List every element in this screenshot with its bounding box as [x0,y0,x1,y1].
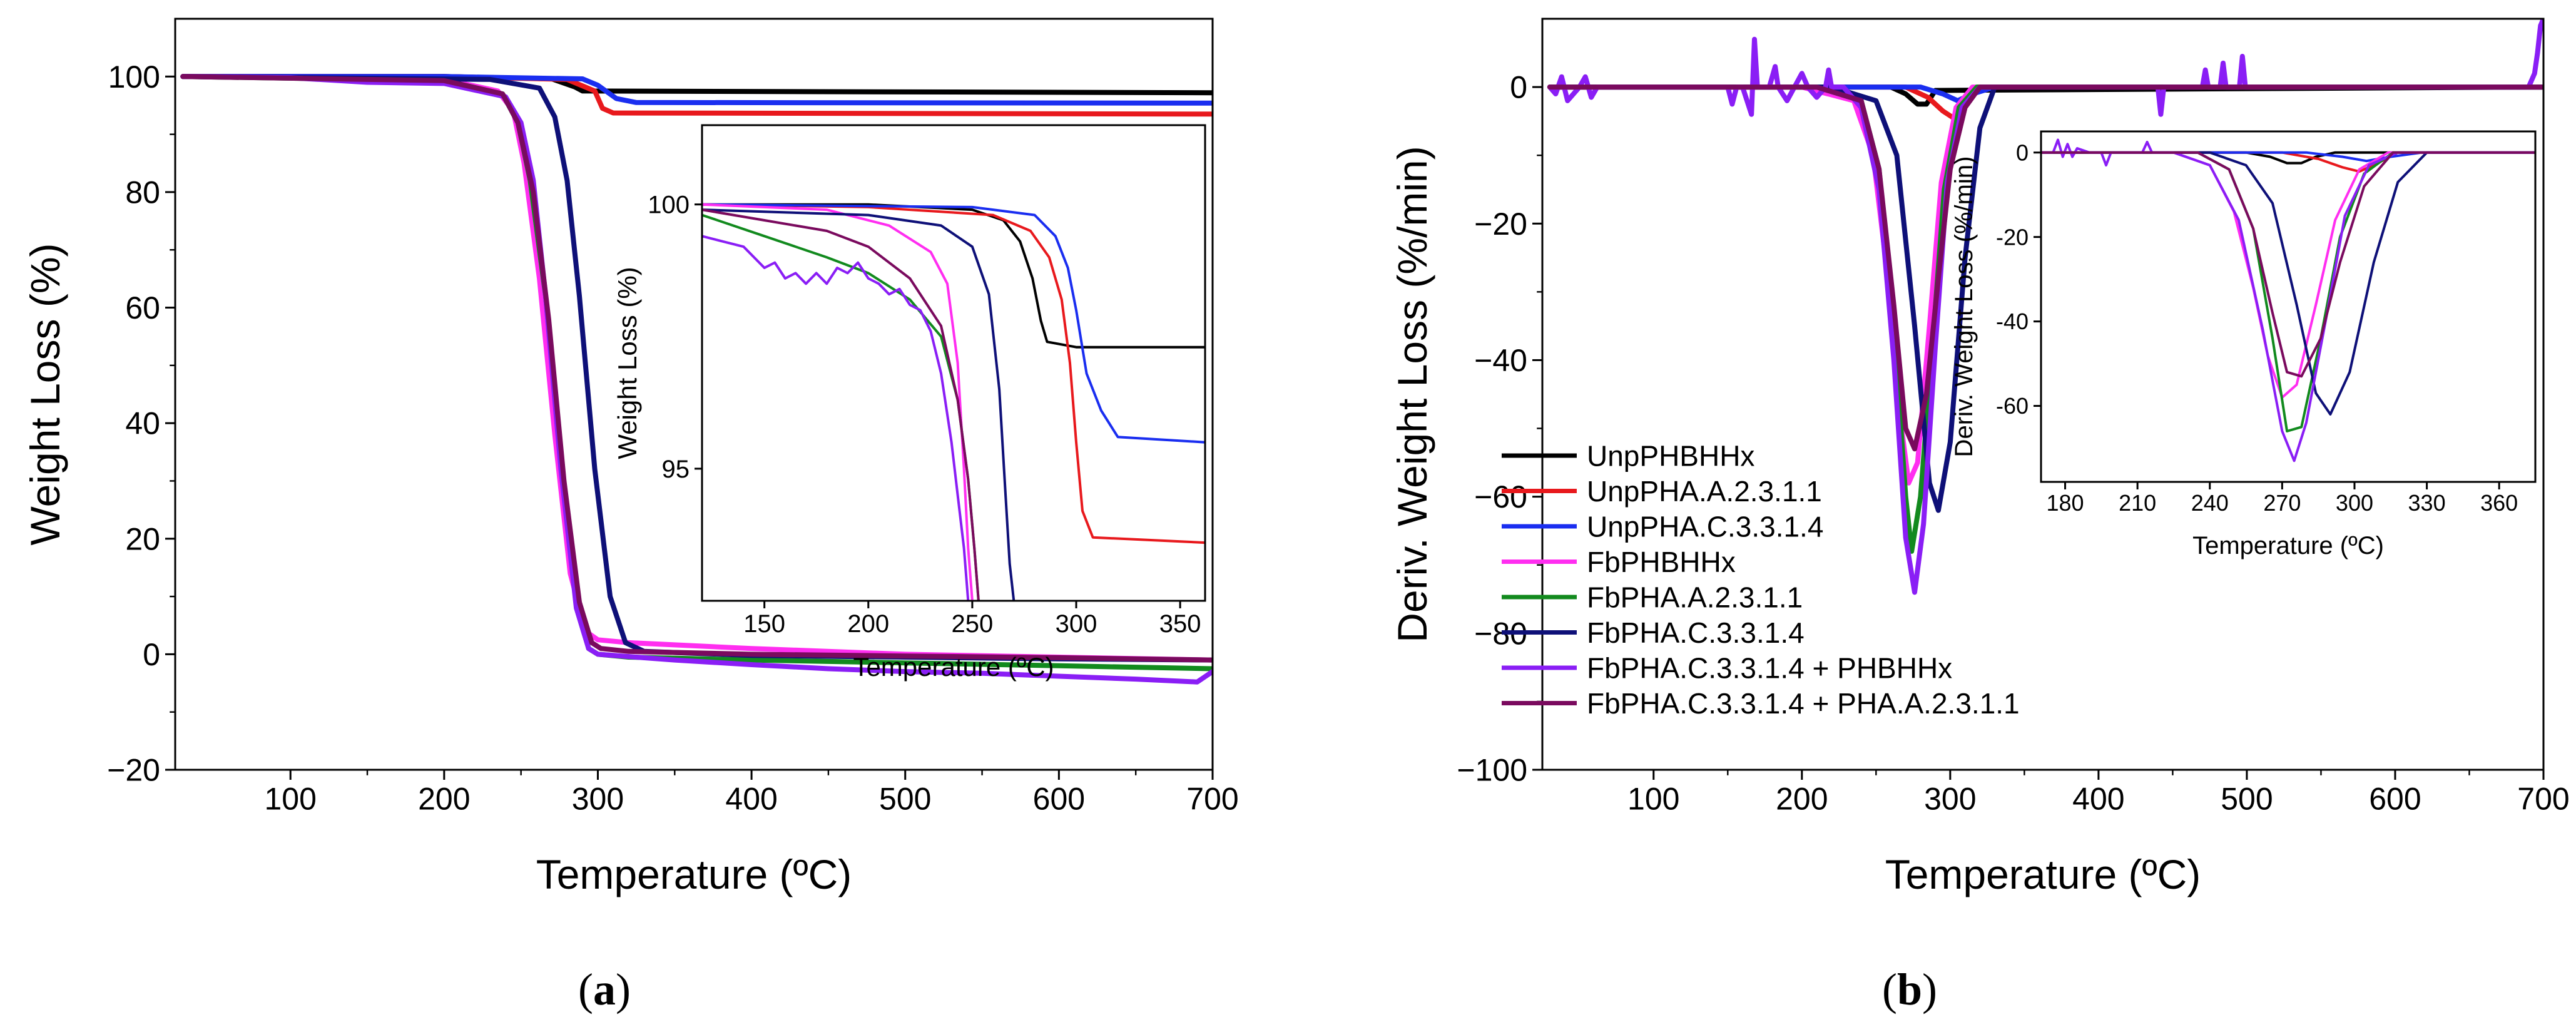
legend-label-6: FbPHA.C.3.3.1.4 + PHBHHx [1587,652,1952,685]
chart-b-main-series-group [1547,19,2543,595]
chart-b-main-x-tick-label: 400 [2072,782,2124,817]
chart-a-inset-y-axis-label: Weight Loss (%) [613,267,642,459]
legend-label-1: UnpPHA.A.2.3.1.1 [1587,475,1822,508]
chart-b-main-x-tick-label: 200 [1776,782,1828,817]
chart-b-inset-series-group [2041,138,2535,462]
chart-b-inset-plot: 180 210 240 270 300 330 360 -60 -40 -20 0 Temperatu… [1950,130,2537,559]
chart-a-inset-x-tick-label: 200 [847,610,889,638]
chart-b-inset-background [2041,131,2535,482]
panel-b-dtg-chart: 100 200 300 400 500 600 700−100−80−60−40−200Te… [1389,18,2570,897]
chart-b-inset-x-axis-label: Temperature (ºC) [2192,532,2384,559]
chart-a-main-series-line-7 [180,74,1213,663]
chart-a-main-x-tick-label: 600 [1033,782,1085,817]
chart-a-main-series-group [180,74,1213,685]
chart-a-inset-series-line-1 [702,203,1205,544]
chart-a-inset-y-tick-label: 100 [648,192,690,219]
chart-a-inset-x-tick-label: 350 [1159,610,1201,638]
chart-b-inset-series-line-7 [2041,151,2535,378]
chart-a-inset-series-line-6 [702,235,970,601]
chart-a-main-x-tick-label: 700 [1186,782,1238,817]
chart-a-main-x-tick-label: 100 [265,782,317,817]
chart-a-main-y-tick-label: 40 [125,406,160,441]
chart-b-inset-axes-frame [2040,130,2537,483]
chart-a-inset-background [702,125,1205,601]
chart-b-inset-x-tick-label: 360 [2480,490,2518,516]
chart-a-main-y-tick-label: 0 [143,637,160,672]
chart-a-main-x-tick-label: 300 [572,782,624,817]
chart-a-main-y-tick-label: 100 [108,59,160,95]
chart-b-inset-y-tick-label: -40 [1996,309,2029,334]
chart-b-main-axes-frame [1541,18,2545,771]
chart-b-main-x-axis-label: Temperature (ºC) [1885,851,2201,897]
chart-b-inset-x-tick-label: 270 [2263,490,2301,516]
chart-a-main-plot: 100 200 300 400 500 600 700 −20 0 20 40 60 80 100 Temp… [22,18,1239,897]
chart-b-main-plot: 100 200 300 400 500 600 700−100−80−60−40−200Te… [1389,18,2570,897]
chart-a-inset-x-tick-label: 300 [1056,610,1097,638]
legend-label-4: FbPHA.A.2.3.1.1 [1587,581,1803,614]
chart-b-inset-x-tick-label: 240 [2191,490,2229,516]
chart-a-main-y-tick-label: 20 [125,521,160,556]
chart-b-inset-y-axis-label: Deriv. Weight Loss (%/min) [1950,156,1978,457]
chart-b-inset-x-tick-label: 330 [2408,490,2446,516]
legend-label-3: FbPHBHHx [1587,546,1736,578]
chart-b-main-y-tick-label: −100 [1457,753,1527,788]
chart-a-main-x-tick-label: 400 [725,782,777,817]
chart-a-main-x-tick-label: 500 [879,782,931,817]
chart-a-inset-x-tick-label: 250 [952,610,994,638]
chart-b-main-y-axis-label: Deriv. Weight Loss (%/min) [1389,146,1435,642]
chart-a-main-axes-frame [174,18,1214,771]
chart-a-inset-series-line-5 [702,208,1016,601]
chart-b-main-x-tick-label: 100 [1627,782,1679,817]
chart-b-inset-y-tick-label: -20 [1996,224,2029,250]
caption-b: (b) [1882,964,1937,1014]
chart-a-main-y-tick-label: 80 [125,175,160,210]
chart-a-inset-series-line-7 [702,208,980,601]
legend-label-7: FbPHA.C.3.3.1.4 + PHA.A.2.3.1.1 [1587,687,2020,720]
chart-b-main-y-tick-label: −20 [1474,207,1527,242]
chart-a-main-x-tick-label: 200 [418,782,470,817]
chart-a-main-y-tick-label: 60 [125,290,160,325]
chart-a-inset-series-group [702,203,1205,601]
chart-a-inset-plot: 150 200 250 300 350 95 100 Temperature (ºC) Weig… [613,124,1206,682]
chart-b-main-y-tick-label: −40 [1474,343,1527,378]
panel-a-tga-chart: 100 200 300 400 500 600 700 −20 0 20 40 60 80 100 Temp… [22,18,1239,897]
legend-label-0: UnpPHBHHx [1587,440,1754,473]
chart-a-inset-y-tick-label: 95 [662,456,690,483]
chart-a-inset-x-axis-label: Temperature (ºC) [853,652,1054,682]
chart-b-main-series-line-5 [1547,84,2543,513]
chart-b-inset-series-line-6 [2041,138,2535,462]
chart-a-main-x-axis-label: Temperature (ºC) [536,851,852,897]
chart-a-inset-series-line-2 [702,203,1205,444]
chart-b-main-y-tick-label: 0 [1510,70,1527,105]
chart-a-main-series-line-6 [180,74,1213,685]
chart-b-inset-x-tick-label: 210 [2119,490,2156,516]
chart-b-main-x-tick-label: 300 [1924,782,1976,817]
chart-b-main-series-line-7 [1547,84,2543,452]
chart-b-inset-x-tick-label: 180 [2046,490,2084,516]
chart-b-main-x-tick-label: 500 [2221,782,2273,817]
legend-label-5: FbPHA.C.3.3.1.4 [1587,616,1805,649]
legend: UnpPHBHHxUnpPHA.A.2.3.1.1UnpPHA.C.3.3.1.… [1502,440,2020,720]
chart-b-inset-series-line-5 [2041,151,2535,416]
chart-b-inset-x-tick-label: 300 [2336,490,2373,516]
chart-b-main-y-tick-label: −60 [1474,479,1527,514]
chart-a-main-y-axis-label: Weight Loss (%) [22,243,68,546]
caption-a: (a) [578,964,631,1014]
chart-b-main-x-tick-label: 700 [2517,782,2569,817]
chart-b-inset-y-tick-label: 0 [2016,140,2029,165]
chart-b-main-x-tick-label: 600 [2369,782,2421,817]
legend-label-2: UnpPHA.C.3.3.1.4 [1587,511,1823,543]
chart-a-inset-axes-frame [701,124,1206,602]
chart-a-main-y-tick-label: −20 [107,753,160,788]
chart-b-inset-y-tick-label: -60 [1996,393,2029,419]
chart-a-inset-x-tick-label: 150 [743,610,785,638]
